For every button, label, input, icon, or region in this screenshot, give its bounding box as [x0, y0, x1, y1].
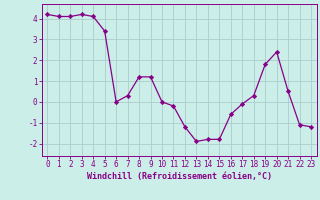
X-axis label: Windchill (Refroidissement éolien,°C): Windchill (Refroidissement éolien,°C)	[87, 172, 272, 181]
